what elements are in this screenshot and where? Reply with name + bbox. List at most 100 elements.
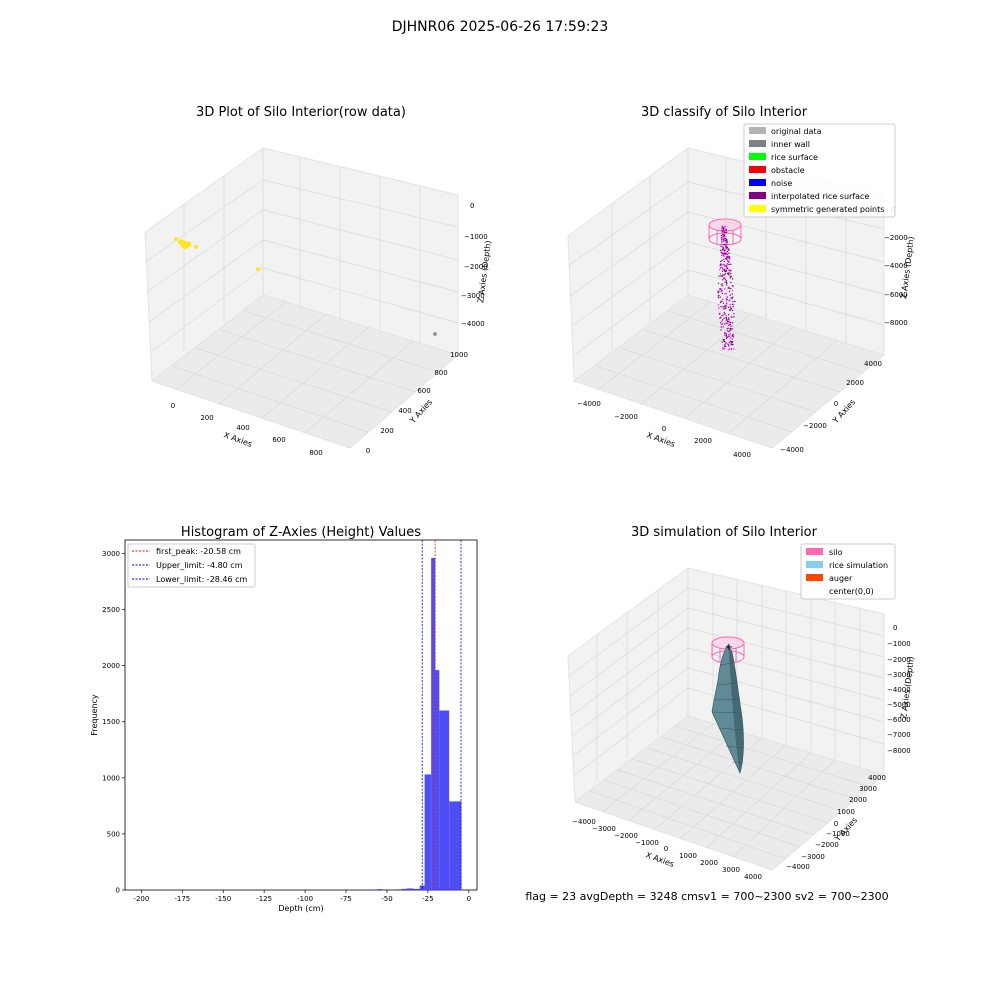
panel2-ztick: −6000 [884,291,908,299]
panel2-cloud-point [728,334,730,336]
panel2-cloud-point [726,263,729,265]
panel2-cloud-point [729,274,731,276]
panel2-cloud-point [727,248,729,250]
panel2-cloud-point [720,234,723,237]
panel2-cloud-point [728,272,730,275]
panel2-cloud-point [720,239,723,241]
panel2-cloud-point [724,313,726,315]
panel2-cloud-point [729,258,731,260]
histogram-xtick-label: -175 [174,895,190,903]
histogram-bar [413,888,420,890]
panel2-cloud-point [717,297,720,299]
panel2-cloud-point [730,281,732,284]
panel1-point-yellow [186,241,192,247]
panel2-xtick: −4000 [577,400,601,408]
panel3-xticks: -200 -175 -150 -125 -100 -75 -50 -25 0 [133,890,471,903]
panel2-cloud-point [724,308,726,310]
panel4-rice-shade [728,645,744,773]
panel4-xtick: 1000 [679,852,697,860]
panel2-cloud-point [726,240,728,242]
panel2-cloud-point [733,348,735,350]
histogram-ytick-label: 0 [116,887,120,895]
panel2-cloud-point [726,302,728,304]
histogram-bar [424,774,432,890]
panel2-cloud-point [717,282,720,284]
histogram-bar [431,557,436,890]
panel2-legend-swatch [749,192,766,199]
histogram-xtick-label: -25 [422,895,433,903]
panel2-cloud-point [726,330,728,332]
panel4-silo-cylinder [711,636,745,664]
panel4-xlabel: X Axies [644,850,675,869]
panel2-cloud-point [728,290,731,293]
panel-raw-3d: 3D Plot of Silo Interior(row data) [144,105,493,457]
histogram-xtick-label: -125 [256,895,272,903]
panel1-grid [144,148,459,433]
panel2-xlabel: X Axies [645,430,676,449]
panel2-cloud-point [717,290,719,292]
panel3-plot-area [124,539,478,891]
panel2-cloud-point [719,249,722,252]
panel4-legend-box [800,543,896,600]
panel2-cloud-point [725,316,727,319]
panel2-cloud-point [726,241,728,243]
panel3-ylabel: Frequency [90,694,99,736]
panel2-cloud-point [728,324,730,326]
panel3-title: Histogram of Z-Axies (Height) Values [181,525,421,540]
panel2-cloud-point [727,321,729,323]
panel2-cloud-point [720,290,723,293]
panel2-cloud-point [726,243,728,245]
panel2-cloud-point [721,229,723,232]
panel2-cloud-point [719,288,721,290]
panel2-cloud-point [728,286,730,288]
panel1-xtick: 200 [200,414,213,422]
panel4-xtick: 0 [664,845,668,853]
panel1-ytick: 1000 [450,351,468,359]
panel2-cloud-point [724,232,727,234]
histogram-ytick-label: 500 [107,830,120,838]
panel2-cloud-point [728,269,730,271]
panel1-xlabel: X Axies [222,430,253,449]
panel2-cloud-point [731,309,734,312]
histogram-bar [401,888,407,890]
panel2-cloud-point [723,311,725,314]
panel3-vlines [421,540,462,890]
panel1-title: 3D Plot of Silo Interior(row data) [196,105,406,120]
panel2-cloud-point [724,273,726,275]
panel2-cloud-point [719,269,721,271]
panel2-cloud-point [721,320,723,322]
panel2-cloud-point [722,228,725,230]
panel2-cloud-point [721,266,723,269]
figure-suptitle: DJHNR06 2025-06-26 17:59:23 [392,19,609,35]
histogram-bar [449,801,462,890]
panel4-ytick: −2000 [815,841,839,849]
panel2-cloud-point [726,272,729,275]
panel2-cloud-point [731,325,733,327]
panel2-cloud-point [733,316,735,318]
panel2-cloud-point [726,250,729,253]
panel2-xtick: 2000 [694,437,712,445]
panel4-ytick: −1000 [826,830,850,838]
panel2-cloud-point [721,254,723,257]
panel2-cloud-point [729,294,731,296]
panel2-cloud-point [729,348,731,350]
panel2-cloud-point [728,263,730,266]
panel2-cloud-point [723,258,725,260]
histogram-bar [396,889,402,890]
panel2-cloud-point [733,303,735,306]
panel2-cloud-point [729,263,732,265]
panel2-cloud-point [724,225,726,228]
panel2-cloud-point [720,316,722,318]
panel2-cloud-point [722,274,724,276]
panel1-point-yellow [256,267,260,271]
panel3-legend-label: Upper_limit: -4.80 cm [156,561,243,570]
panel2-legend-label: rice surface [771,153,818,162]
panel2-legend-label: interpolated rice surface [771,192,869,201]
panel2-cloud-point [723,274,725,276]
panel2-cloud-point [720,288,722,290]
panel2-cloud-point [729,277,732,279]
panel2-cloud-point [723,268,726,270]
panel2-cloud-point [732,296,734,298]
panel2-cloud-point [722,285,724,287]
panel2-cloud-point [720,251,722,253]
